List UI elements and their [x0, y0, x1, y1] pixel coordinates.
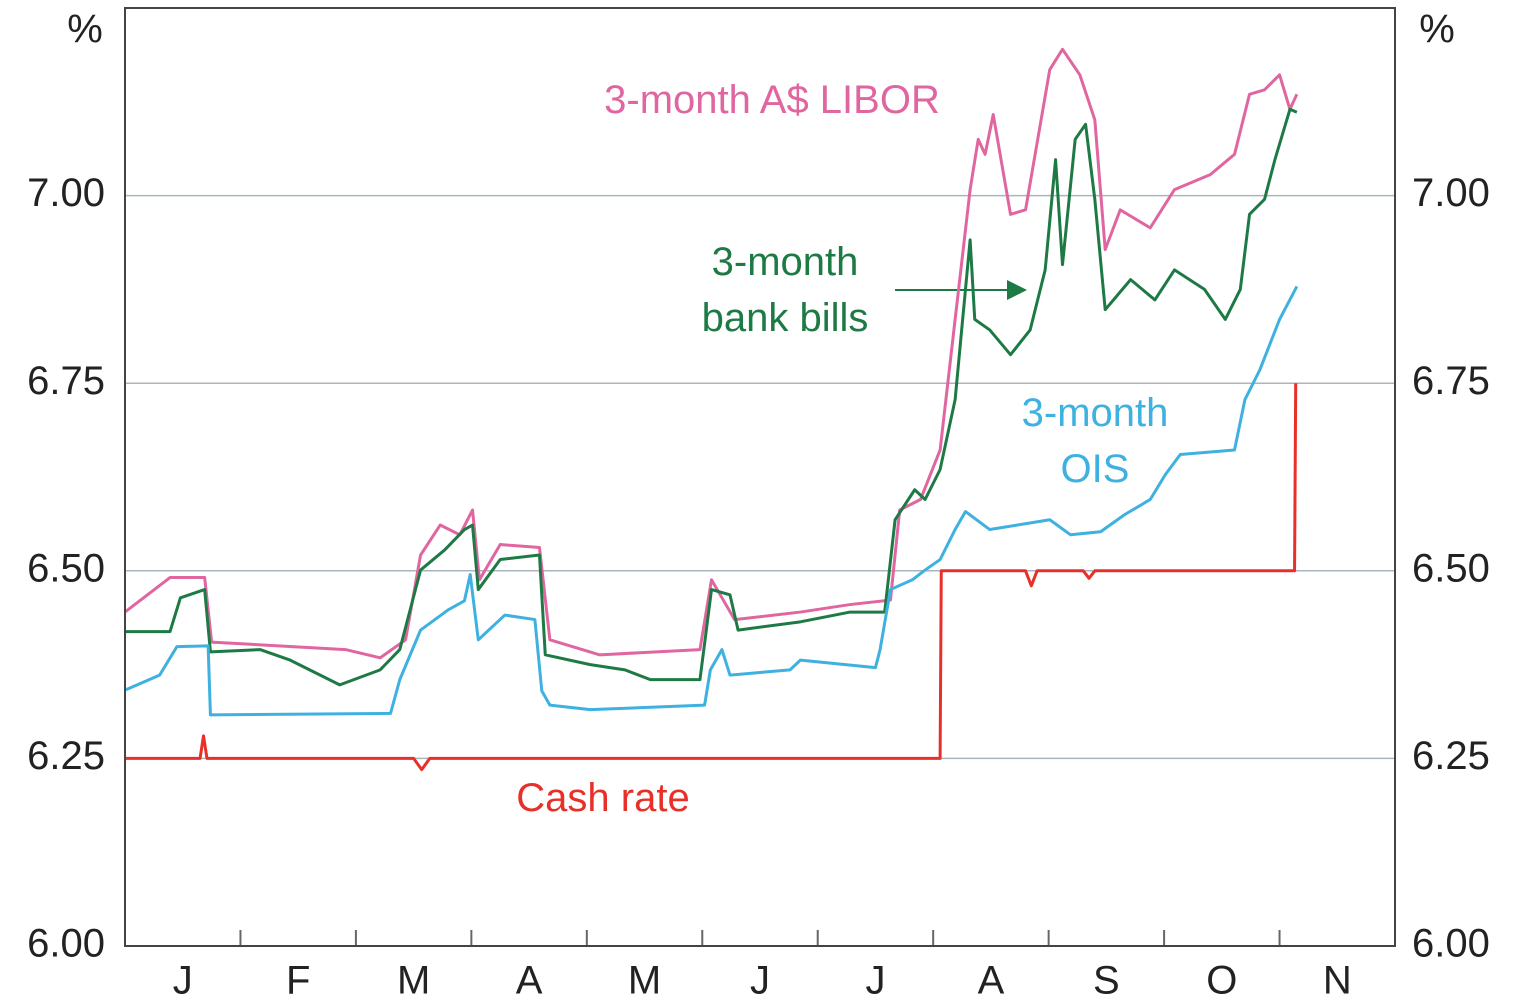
y-tick-label-left: 6.00: [27, 922, 105, 966]
series-line: [125, 383, 1298, 772]
y-tick-label-left: 6.50: [27, 546, 105, 590]
x-tick-label: S: [1093, 959, 1120, 1003]
x-tick-label: N: [1323, 959, 1352, 1003]
x-tick-label: A: [516, 959, 543, 1003]
y-tick-label-right: 7.00: [1412, 171, 1490, 215]
y-tick-label-left: 7.00: [27, 171, 105, 215]
plot-frame: [124, 7, 1396, 947]
y-tick-label-left: 6.25: [27, 734, 105, 778]
x-tick-label: J: [865, 959, 885, 1003]
y-tick-label-left: 6.75: [27, 359, 105, 403]
x-tick-label: J: [173, 959, 193, 1003]
series-label: Cash rate: [516, 776, 690, 820]
series-label: 3-month A$ LIBOR: [604, 78, 940, 122]
x-tick-label: J: [750, 959, 770, 1003]
x-tick-label: O: [1206, 959, 1237, 1003]
y-unit-left: %: [67, 8, 103, 52]
x-tick-label: M: [628, 959, 661, 1003]
y-unit-right: %: [1419, 8, 1455, 52]
series-label: 3-month bank bills: [701, 240, 869, 340]
series-line: [124, 285, 1299, 717]
x-tick-label: A: [978, 959, 1005, 1003]
y-tick-label-right: 6.00: [1412, 922, 1490, 966]
x-tick-label: F: [286, 959, 310, 1003]
series-line: [125, 107, 1298, 687]
series-line: [124, 47, 1299, 660]
x-tick-label: M: [397, 959, 430, 1003]
y-tick-label-right: 6.75: [1412, 359, 1490, 403]
series-label: 3-month OIS: [1021, 391, 1169, 491]
y-tick-label-right: 6.25: [1412, 734, 1490, 778]
y-tick-label-right: 6.50: [1412, 546, 1490, 590]
